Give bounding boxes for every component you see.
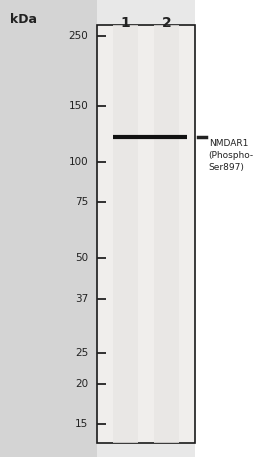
Bar xyxy=(0,0,97,457)
Text: kDa: kDa xyxy=(9,13,37,26)
Bar xyxy=(97,25,195,443)
Text: 37: 37 xyxy=(75,294,88,304)
Text: 150: 150 xyxy=(69,101,88,111)
Bar xyxy=(154,25,179,443)
Text: 2: 2 xyxy=(162,16,171,30)
Text: 250: 250 xyxy=(69,31,88,41)
Text: 1: 1 xyxy=(121,16,130,30)
Text: NMDAR1
(Phospho-
Ser897): NMDAR1 (Phospho- Ser897) xyxy=(209,139,254,172)
Bar xyxy=(113,25,138,443)
Bar xyxy=(195,0,256,457)
Text: 15: 15 xyxy=(75,419,88,429)
Text: 20: 20 xyxy=(75,379,88,389)
Text: 100: 100 xyxy=(69,157,88,167)
Text: 75: 75 xyxy=(75,197,88,207)
Text: 50: 50 xyxy=(75,253,88,263)
Text: 25: 25 xyxy=(75,348,88,358)
